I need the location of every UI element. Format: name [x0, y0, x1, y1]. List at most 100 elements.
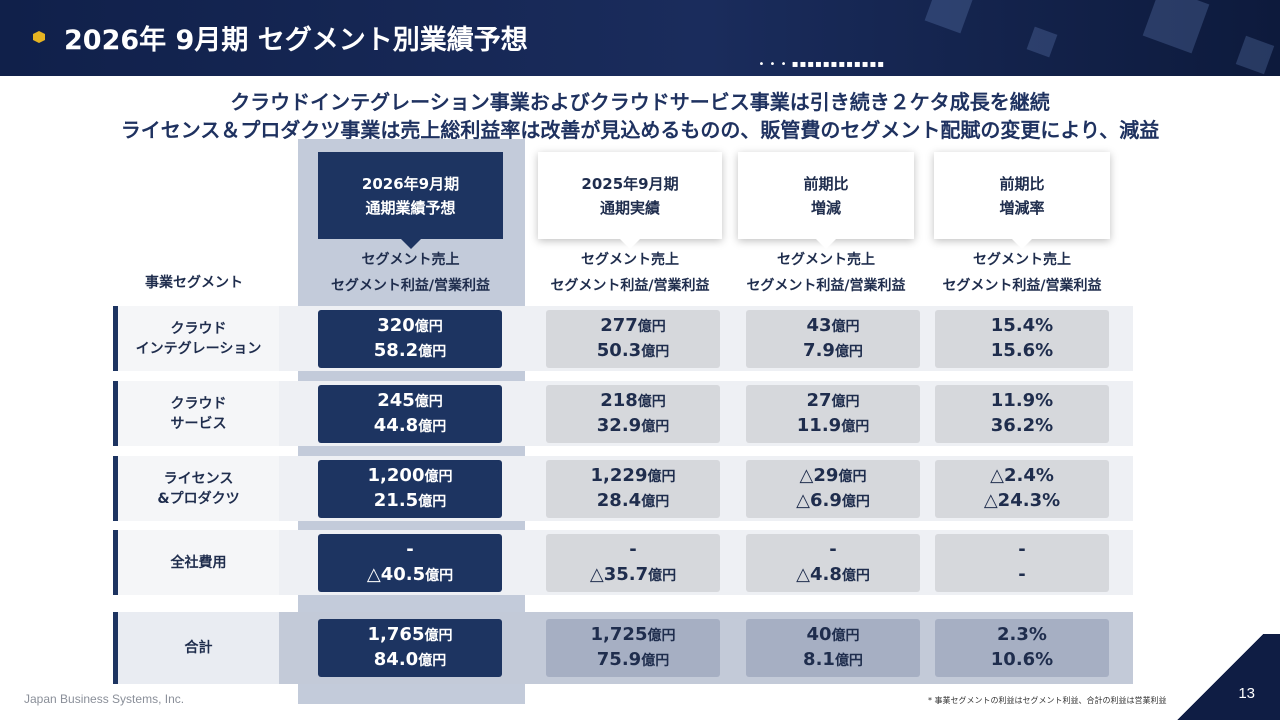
header-decoration: [1026, 26, 1058, 58]
header-decoration: [924, 0, 974, 34]
value-unit: 億円: [425, 568, 454, 584]
value-number: 1,765: [367, 624, 425, 645]
value-number: -: [829, 539, 837, 560]
value-number: 245: [377, 390, 415, 411]
value-number: 58.2: [373, 340, 419, 361]
value-number: -: [1018, 539, 1026, 560]
value-number: 75.9: [596, 649, 642, 670]
value-cell: - △4.8億円: [746, 534, 920, 592]
value-number: 84.0: [373, 649, 419, 670]
footnote: * 事業セグメントの利益はセグメント利益、合計の利益は営業利益: [928, 696, 1167, 705]
value-number: 15.4%: [990, 315, 1054, 336]
title-bullet-icon: [33, 31, 45, 43]
value-unit: 億円: [424, 628, 453, 644]
profit-value: 21.5億円: [374, 489, 446, 514]
value-cell: --: [935, 534, 1109, 592]
value-number: -: [629, 539, 637, 560]
profit-value: 84.0億円: [374, 648, 446, 673]
value-unit: 億円: [641, 344, 670, 360]
metric-header-change-rate: セグメント売上 セグメント利益/営業利益: [934, 247, 1110, 299]
sales-value: 1,765億円: [368, 623, 453, 648]
metric-sales-label: セグメント売上: [361, 252, 460, 268]
company-name: Japan Business Systems, Inc.: [24, 692, 185, 706]
sales-value: 11.9%: [991, 389, 1053, 414]
value-number: -: [406, 539, 414, 560]
segment-label: クラウド インテグレーション: [113, 306, 279, 371]
column-header-label: 前期比 増減率: [999, 174, 1045, 217]
sales-value: -: [406, 538, 413, 563]
metric-header-actual: セグメント売上 セグメント利益/営業利益: [538, 247, 722, 299]
sales-value: △2.4%: [990, 464, 1054, 489]
profit-value: △6.9億円: [796, 489, 870, 514]
value-cell: △2.4% △24.3%: [935, 460, 1109, 518]
sales-value: △29億円: [800, 464, 867, 489]
value-number: 7.9: [803, 340, 835, 361]
value-number: 277: [600, 315, 638, 336]
profit-value: 7.9億円: [803, 339, 863, 364]
subtitle-line-2: ライセンス＆プロダクツ事業は売上総利益率は改善が見込めるものの、販管費のセグメン…: [120, 118, 1160, 142]
metric-sales-label: セグメント売上: [973, 252, 1071, 268]
profit-value: 11.9億円: [797, 414, 869, 439]
value-cell: 1,200億円 21.5億円: [318, 460, 502, 518]
value-number: △6.9: [796, 490, 842, 511]
metric-profit-label: セグメント利益/営業利益: [550, 278, 710, 294]
value-unit: 億円: [637, 394, 666, 410]
value-number: 50.3: [596, 340, 642, 361]
column-header-label: 2026年9月期 通期業績予想: [361, 174, 460, 217]
profit-value: △40.5億円: [367, 563, 453, 588]
metric-sales-label: セグメント売上: [777, 252, 875, 268]
value-unit: 億円: [424, 469, 453, 485]
sales-value: -: [1018, 538, 1025, 563]
sales-value: 1,200億円: [368, 464, 453, 489]
metric-header-forecast: セグメント売上 セグメント利益/営業利益: [318, 247, 503, 299]
value-cell: 218億円 32.9億円: [546, 385, 720, 443]
value-number: 11.9%: [990, 390, 1054, 411]
value-unit: 億円: [414, 394, 443, 410]
value-unit: 億円: [831, 319, 860, 335]
value-unit: 億円: [834, 653, 863, 669]
header-decoration: [1142, 0, 1210, 54]
value-number: 320: [377, 315, 415, 336]
value-cell: 1,229億円 28.4億円: [546, 460, 720, 518]
profit-value: 15.6%: [991, 339, 1053, 364]
subtitle-line-1: クラウドインテグレーション事業およびクラウドサービス事業は引き続き２ケタ成長を継…: [230, 90, 1050, 114]
value-cell: - △35.7億円: [546, 534, 720, 592]
value-cell: 1,725億円 75.9億円: [546, 619, 720, 677]
sales-value: 15.4%: [991, 314, 1053, 339]
profit-value: 32.9億円: [597, 414, 669, 439]
value-unit: 億円: [841, 419, 870, 435]
sales-value: 27億円: [806, 389, 859, 414]
page-title: 2026年 9月期 セグメント別業績予想: [64, 25, 528, 56]
profit-value: △24.3%: [984, 489, 1060, 514]
value-cell: - △40.5億円: [318, 534, 502, 592]
value-number: 8.1: [803, 649, 835, 670]
value-cell: 320億円 58.2億円: [318, 310, 502, 368]
sales-value: 43億円: [806, 314, 859, 339]
value-unit: 億円: [641, 419, 670, 435]
header-dots: • • • ▪▪▪▪▪▪▪▪▪▪▪▪: [758, 59, 885, 70]
profit-value: 58.2億円: [374, 339, 446, 364]
segment-header: 事業セグメント: [145, 275, 243, 291]
value-number: 1,725: [590, 624, 648, 645]
page-number: 13: [1238, 685, 1255, 702]
profit-value: 50.3億円: [597, 339, 669, 364]
value-unit: 億円: [418, 419, 447, 435]
value-number: 1,229: [590, 465, 648, 486]
sales-value: 2.3%: [997, 623, 1047, 648]
value-unit: 億円: [841, 568, 870, 584]
column-header-label: 2025年9月期 通期実績: [581, 174, 679, 217]
value-cell: 245億円 44.8億円: [318, 385, 502, 443]
sales-value: 218億円: [600, 389, 666, 414]
metric-profit-label: セグメント利益/営業利益: [746, 278, 906, 294]
sales-value: 40億円: [806, 623, 859, 648]
metric-header-change: セグメント売上 セグメント利益/営業利益: [738, 247, 914, 299]
value-number: 21.5: [373, 490, 419, 511]
sales-value: -: [629, 538, 636, 563]
value-unit: 億円: [637, 319, 666, 335]
value-unit: 億円: [418, 494, 447, 510]
value-number: 218: [600, 390, 638, 411]
corner-decoration: [1160, 634, 1280, 720]
value-number: 1,200: [367, 465, 425, 486]
value-cell: 15.4% 15.6%: [935, 310, 1109, 368]
sales-value: -: [829, 538, 836, 563]
